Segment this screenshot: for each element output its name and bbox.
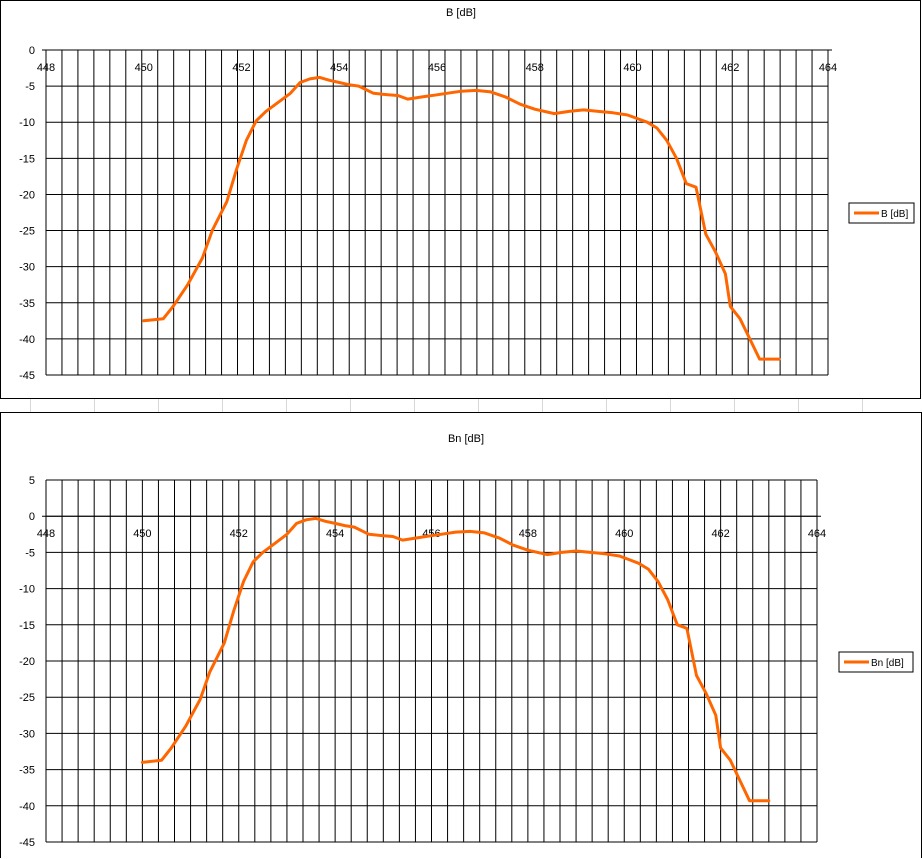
chart-bn-axes: 5 0 -5 -10 -15 -20 -25 -30 -35 -40 -45 448 450 452 454… — [19, 475, 826, 849]
chart-b-title: B [dB] — [446, 7, 476, 19]
chart-b-y-tick-label: -30 — [19, 262, 35, 274]
chart-b-y-tick-label: -5 — [25, 81, 35, 93]
chart-b-x-tick-label: 452 — [232, 62, 250, 74]
chart-b-y-tick-label: -25 — [19, 226, 35, 238]
chart-b-y-tick-label: -10 — [19, 117, 35, 129]
chart-bn-x-tick-label: 448 — [37, 528, 55, 540]
chart-bn-y-tick-label: -40 — [19, 801, 35, 813]
chart-b-plot — [142, 75, 781, 361]
chart-b-x-tick-label: 458 — [526, 62, 544, 74]
chart-b-x-tick-label: 460 — [623, 62, 641, 74]
chart-bn-x-tick-label: 454 — [326, 528, 344, 540]
chart-b-y-tick-label: -20 — [19, 189, 35, 201]
chart-bn-y-tick-label: -35 — [19, 765, 35, 777]
chart-b-y-tick-label: -15 — [19, 153, 35, 165]
chart-b-x-tick-label: 448 — [37, 62, 55, 74]
chart-bn-series-line — [140, 516, 771, 803]
chart-bn-x-tick-label: 462 — [711, 528, 729, 540]
chart-panel-b: B [dB] 0 -5 -10 -15 -20 -25 -30 -35 -40 -45 448 450… — [0, 0, 921, 399]
chart-bn-y-tick-label: 5 — [29, 475, 35, 487]
chart-b-x-tick-label: 456 — [428, 62, 446, 74]
chart-b-axes: 0 -5 -10 -15 -20 -25 -30 -35 -40 -45 448 450 452 454 4… — [19, 45, 837, 382]
chart-b-y-tick-label: -40 — [19, 334, 35, 346]
chart-b-legend-label: B [dB] — [881, 209, 908, 220]
chart-b-series-line — [142, 75, 781, 361]
chart-b-x-tick-label: 462 — [721, 62, 739, 74]
chart-bn-legend-label: Bn [dB] — [871, 658, 904, 669]
chart-bn-legend: Bn [dB] — [838, 651, 914, 673]
chart-b-y-tick-label: -35 — [19, 298, 35, 310]
chart-panel-bn: Bn [dB] 5 0 -5 -10 -15 -20 -25 -30 -35 -40 -45 448 4… — [0, 412, 922, 858]
chart-b-y-tick-label: -45 — [19, 370, 35, 382]
chart-bn-title: Bn [dB] — [448, 433, 484, 445]
chart-bn-y-tick-label: -5 — [25, 547, 35, 559]
chart-bn-grid — [45, 479, 818, 843]
chart-b-legend-box — [848, 202, 915, 224]
chart-bn-y-tick-label: -30 — [19, 728, 35, 740]
chart-bn-legend-box — [838, 651, 914, 673]
chart-bn-x-tick-label: 460 — [615, 528, 633, 540]
chart-bn-plot — [140, 516, 771, 803]
chart-bn-y-tick-label: -25 — [19, 692, 35, 704]
chart-bn-y-tick-label: 0 — [29, 511, 35, 523]
chart-b-grid — [45, 49, 829, 376]
chart-bn-x-tick-label: 464 — [808, 528, 826, 540]
chart-b-x-tick-label: 464 — [819, 62, 837, 74]
chart-bn-y-tick-label: -15 — [19, 620, 35, 632]
gap-strip — [0, 399, 922, 412]
chart-b-x-tick-label: 450 — [135, 62, 153, 74]
chart-b-y-tick-label: 0 — [29, 45, 35, 57]
chart-bn-x-tick-label: 458 — [519, 528, 537, 540]
chart-bn-y-tick-label: -20 — [19, 656, 35, 668]
chart-bn-svg: Bn [dB] 5 0 -5 -10 -15 -20 -25 -30 -35 -40 -45 448 4… — [19, 433, 914, 849]
chart-bn-y-tick-label: -45 — [19, 837, 35, 849]
chart-bn-y-tick-label: -10 — [19, 584, 35, 596]
chart-b-x-tick-label: 454 — [330, 62, 348, 74]
chart-b-legend: B [dB] — [848, 202, 915, 224]
chart-bn-x-tick-label: 450 — [133, 528, 151, 540]
chart-bn-x-tick-label: 452 — [230, 528, 248, 540]
chart-b-svg: B [dB] 0 -5 -10 -15 -20 -25 -30 -35 -40 -45 448 450… — [19, 7, 915, 382]
